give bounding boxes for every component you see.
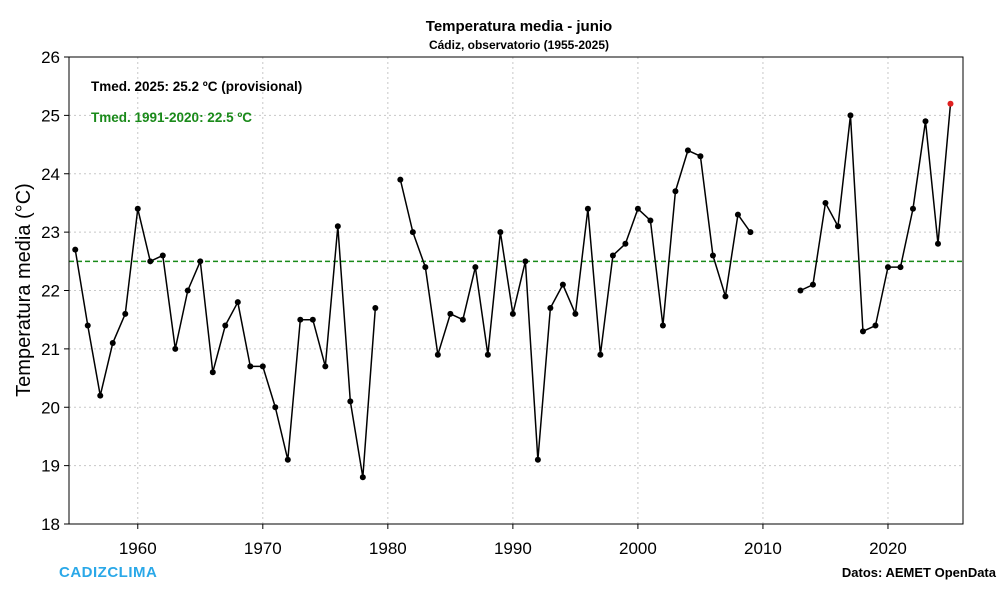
y-tick-label: 18: [41, 515, 60, 534]
brand-logo: CADIZCLIMA: [59, 564, 157, 581]
data-point-1976: [334, 223, 341, 230]
data-point-1956: [84, 322, 91, 329]
data-point-1981: [397, 176, 404, 183]
grid: [69, 57, 963, 524]
data-point-1998: [609, 252, 616, 259]
x-tick-label: 1990: [494, 539, 532, 558]
data-point-1964: [184, 287, 191, 294]
data-point-2006: [709, 252, 716, 259]
x-tick-label: 1980: [369, 539, 407, 558]
series-line-segment: [74, 208, 377, 479]
data-point-1958: [109, 340, 116, 347]
data-point-1955: [72, 246, 79, 253]
y-tick-label: 23: [41, 223, 60, 242]
data-point-1971: [272, 404, 279, 411]
data-point-1996: [584, 205, 591, 212]
data-point-1991: [522, 258, 529, 265]
data-point-2003: [672, 188, 679, 195]
data-point-2009: [747, 229, 754, 236]
y-tick-label: 20: [41, 398, 60, 417]
data-point-2023: [922, 118, 929, 125]
data-point-2015: [822, 199, 829, 206]
data-point-highlight-2025: [947, 100, 954, 107]
data-point-1973: [297, 316, 304, 323]
data-point-1983: [422, 264, 429, 271]
data-point-1997: [597, 351, 604, 358]
data-point-2014: [809, 281, 816, 288]
y-tick-label: 21: [41, 340, 60, 359]
x-tick-label: 1970: [244, 539, 282, 558]
data-point-1970: [259, 363, 266, 370]
series-line-segment: [399, 149, 752, 461]
data-point-2001: [647, 217, 654, 224]
data-point-2008: [734, 211, 741, 218]
y-tick-label: 25: [41, 106, 60, 125]
data-point-1985: [447, 310, 454, 317]
data-point-1984: [434, 351, 441, 358]
data-point-2005: [697, 153, 704, 160]
data-point-1994: [559, 281, 566, 288]
data-point-2007: [722, 293, 729, 300]
data-point-1960: [134, 205, 141, 212]
data-source: Datos: AEMET OpenData: [842, 565, 997, 580]
data-point-2002: [659, 322, 666, 329]
data-point-2017: [847, 112, 854, 119]
data-point-2016: [834, 223, 841, 230]
data-point-1999: [622, 240, 629, 247]
data-point-1974: [309, 316, 316, 323]
data-point-2021: [897, 264, 904, 271]
series-line-segment: [800, 103, 952, 333]
x-tick-label: 2010: [744, 539, 782, 558]
data-point-1966: [209, 369, 216, 376]
data-point-1990: [509, 310, 516, 317]
data-point-2004: [684, 147, 691, 154]
data-point-2019: [872, 322, 879, 329]
x-tick-label: 1960: [119, 539, 157, 558]
points-layer: [72, 100, 954, 481]
x-tick-label: 2000: [619, 539, 657, 558]
data-point-1969: [247, 363, 254, 370]
y-axis-label: Temperatura media (°C): [13, 183, 35, 397]
data-point-2020: [884, 264, 891, 271]
data-point-1977: [347, 398, 354, 405]
data-point-1963: [172, 345, 179, 352]
data-point-1987: [472, 264, 479, 271]
x-tick-label: 2020: [869, 539, 907, 558]
data-point-2000: [634, 205, 641, 212]
data-point-1962: [159, 252, 166, 259]
data-point-2024: [934, 240, 941, 247]
annotation-2025: Tmed. 2025: 25.2 ºC (provisional): [91, 79, 302, 94]
data-point-1995: [572, 310, 579, 317]
data-point-1975: [322, 363, 329, 370]
data-point-1979: [372, 305, 379, 312]
data-point-1988: [484, 351, 491, 358]
y-tick-label: 26: [41, 48, 60, 67]
data-point-2018: [859, 328, 866, 335]
y-tick-label: 22: [41, 282, 60, 301]
chart-subtitle: Cádiz, observatorio (1955-2025): [429, 38, 609, 52]
y-axis: 18 19 20 21 22 23 24 25 26: [41, 48, 69, 534]
data-point-1993: [547, 305, 554, 312]
chart-title: Temperatura media - junio: [426, 18, 612, 35]
y-tick-label: 19: [41, 457, 60, 476]
data-point-2022: [909, 205, 916, 212]
annotation-normal: Tmed. 1991-2020: 22.5 ºC: [91, 110, 252, 125]
data-point-2013: [797, 287, 804, 294]
data-point-1957: [97, 392, 104, 399]
data-point-1968: [234, 299, 241, 306]
data-point-1989: [497, 229, 504, 236]
data-point-1967: [222, 322, 229, 329]
data-point-1961: [147, 258, 154, 265]
data-point-1965: [197, 258, 204, 265]
data-point-1986: [459, 316, 466, 323]
data-point-1978: [359, 474, 366, 481]
y-tick-label: 24: [41, 165, 60, 184]
x-axis: 1960 1970 1980 1990 2000 2010 2020: [119, 524, 907, 558]
data-point-1972: [284, 456, 291, 463]
data-point-1992: [534, 456, 541, 463]
data-point-1982: [409, 229, 416, 236]
data-point-1959: [122, 310, 129, 317]
